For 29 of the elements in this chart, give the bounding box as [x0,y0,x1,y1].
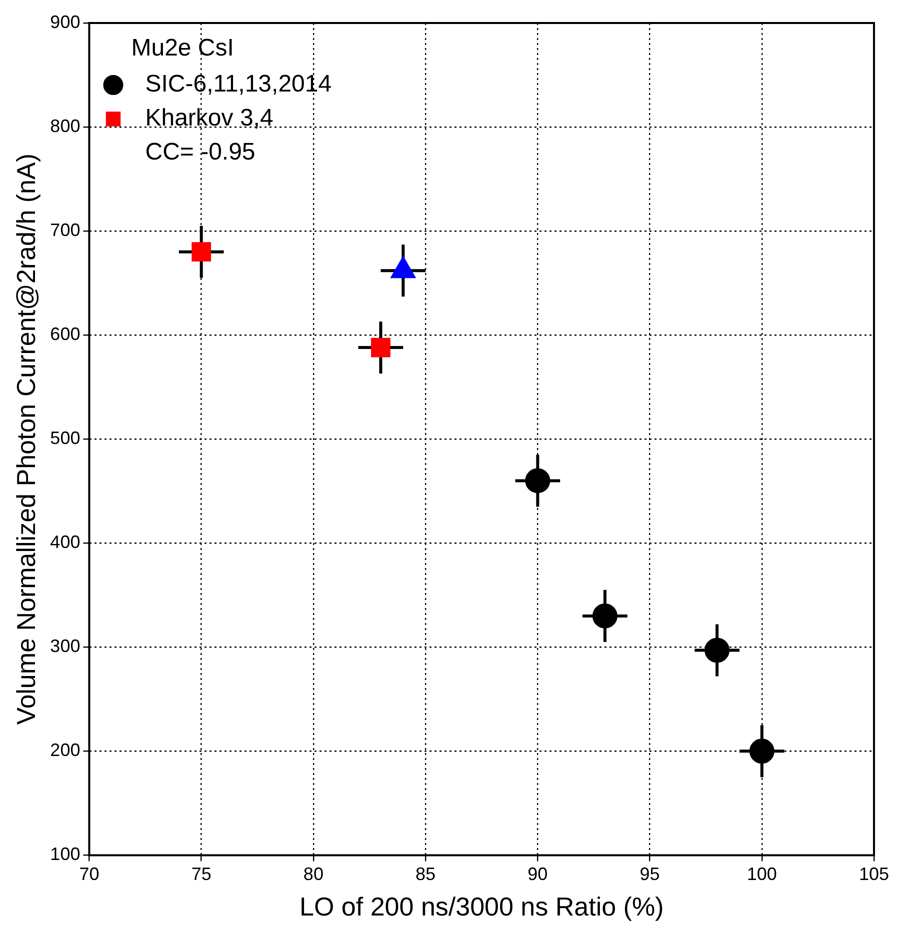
y-axis-title: Volume Normallized Photon Current@2rad/h (nA) [10,153,41,725]
x-tick-label: 105 [858,864,890,884]
x-tick-label: 90 [528,864,548,884]
point [749,738,774,764]
x-tick-label: 75 [191,864,212,884]
y-tick-label: 300 [50,636,80,656]
point [192,242,212,262]
legend-label: Kharkov 3,4 [145,104,274,132]
point [704,638,730,663]
y-tick-label: 600 [50,324,80,344]
y-tick-label: 900 [50,12,80,32]
annotation: CC= -0.95 [145,138,256,166]
x-tick-label: 95 [640,864,660,884]
x-axis-title: LO of 200 ns/3000 ns Ratio (%) [300,892,664,922]
legend-title: Mu2e CsI [131,34,234,62]
legend-label: SIC-6,11,13,2014 [145,70,332,98]
y-tick-label: 500 [50,428,80,448]
y-tick-label: 800 [50,116,80,136]
y-tick-label: 700 [50,220,80,240]
y-tick-label: 400 [50,532,80,552]
x-tick-label: 70 [79,864,100,884]
x-tick-label: 85 [416,864,436,884]
x-tick-label: 80 [303,864,324,884]
point [525,468,550,494]
y-tick-label: 100 [50,844,80,864]
y-tick-label: 200 [50,740,80,760]
x-tick-label: 100 [746,864,777,884]
point [592,603,618,628]
point [371,338,390,358]
